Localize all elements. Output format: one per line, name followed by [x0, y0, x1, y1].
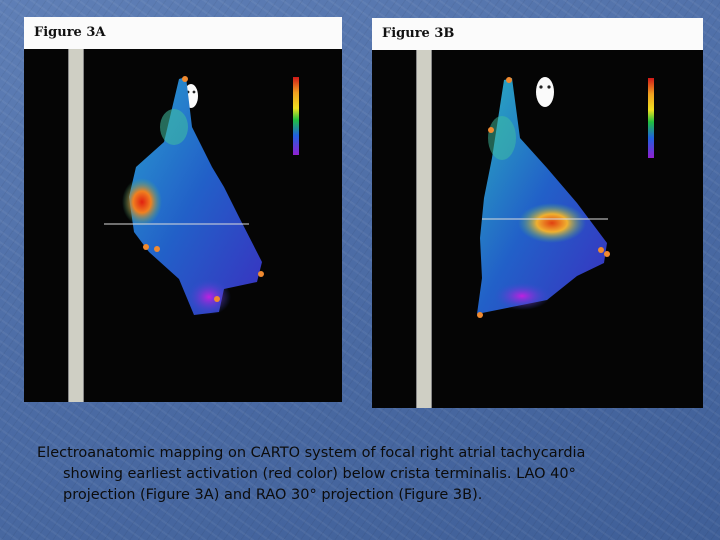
figure-3b-earliest-activation — [518, 203, 586, 243]
figure-3b-tag-point — [598, 247, 604, 253]
caption-line-2: showing earliest activation (red color) … — [63, 466, 576, 482]
figure-3a-earliest-activation — [122, 178, 162, 226]
figure-3b-label: Figure 3B — [382, 26, 455, 41]
figure-3a-atrium-shell — [129, 77, 262, 315]
figure-3a-header: Figure 3A — [24, 17, 342, 49]
figure-3b-tag-point — [506, 77, 512, 83]
figure-3a-tag-point — [182, 76, 188, 82]
figure-3b-atrium-shell — [477, 78, 607, 314]
figure-3b-toolbar-strip — [416, 50, 432, 408]
caption-line-3: projection (Figure 3A) and RAO 30° proje… — [63, 487, 483, 503]
figure-3a-tag-point — [143, 244, 149, 250]
figure-3b-header: Figure 3B — [372, 18, 703, 50]
figure-3a-tag-point — [258, 271, 264, 277]
figure-3b-carto-map — [477, 77, 654, 318]
figure-3a-color-scale — [293, 77, 299, 155]
figure-3a: Figure 3A — [24, 17, 342, 402]
figure-3a-carto-map — [104, 76, 299, 315]
figure-3b-tag-point — [604, 251, 610, 257]
caption-line-1: Electroanatomic mapping on CARTO system … — [37, 445, 586, 461]
figure-3a-label: Figure 3A — [34, 25, 106, 40]
figure-3b: Figure 3B — [372, 18, 703, 408]
slide-caption: Electroanatomic mapping on CARTO system … — [37, 443, 677, 506]
figure-3a-tag-point — [154, 246, 160, 252]
figure-3b-tag-point — [488, 127, 494, 133]
figure-3a-late-activation — [187, 279, 231, 315]
figure-3b-orientation-head-icon — [536, 77, 554, 107]
figure-3b-tag-point — [477, 312, 483, 318]
figure-3a-tag-point — [214, 296, 220, 302]
figure-3b-color-scale — [648, 78, 654, 158]
figure-3b-late-activation — [494, 282, 550, 310]
figure-3a-toolbar-strip — [68, 49, 84, 402]
